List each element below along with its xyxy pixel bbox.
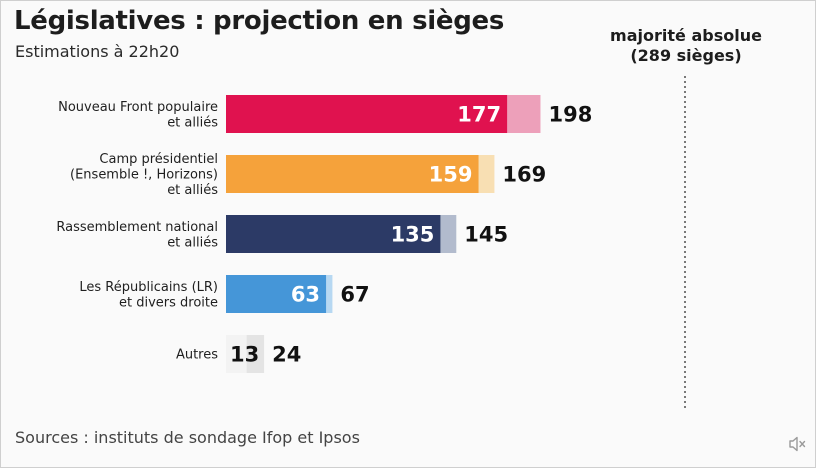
- bar-primary-autres: [226, 335, 247, 373]
- category-label-les-republicains-lr-2: et divers droite: [119, 295, 218, 310]
- value-label-secondary-nouveau-front-populaire: 198: [548, 103, 592, 127]
- value-label-primary-nouveau-front-populaire: 177: [457, 103, 501, 127]
- majority-label: majorité absolue (289 sièges): [586, 26, 786, 66]
- bar-primary-rassemblement-national: [226, 215, 441, 253]
- chart-title: Législatives : projection en sièges: [14, 6, 505, 36]
- value-label-primary-autres: 13: [230, 343, 259, 367]
- category-label-les-republicains-lr-1: Les Républicains (LR): [79, 280, 218, 295]
- value-label-primary-camp-presidentiel: 159: [429, 163, 473, 187]
- muted-speaker-icon[interactable]: [787, 434, 807, 454]
- value-label-secondary-les-republicains-lr: 67: [340, 283, 369, 307]
- value-label-secondary-rassemblement-national: 145: [464, 223, 508, 247]
- source-note: Sources : instituts de sondage Ifop et I…: [15, 428, 360, 447]
- value-label-secondary-autres: 24: [272, 343, 301, 367]
- bar-primary-nouveau-front-populaire: [226, 95, 508, 133]
- value-label-primary-rassemblement-national: 135: [391, 223, 435, 247]
- category-label-camp-presidentiel-1: Camp présidentiel: [99, 152, 218, 167]
- category-label-camp-presidentiel-2: (Ensemble !, Horizons): [70, 168, 218, 183]
- bar-primary-les-republicains-lr: [226, 275, 327, 313]
- value-label-secondary-camp-presidentiel: 169: [502, 163, 546, 187]
- category-label-rassemblement-national-2: et alliés: [167, 235, 218, 250]
- category-label-autres-1: Autres: [176, 348, 218, 363]
- chart-subtitle: Estimations à 22h20: [15, 42, 180, 61]
- majority-label-line2: (289 sièges): [630, 46, 742, 65]
- category-label-camp-presidentiel-3: et alliés: [167, 183, 218, 198]
- category-label-nouveau-front-populaire-2: et alliés: [167, 115, 218, 130]
- category-label-nouveau-front-populaire-1: Nouveau Front populaire: [58, 100, 218, 115]
- category-label-rassemblement-national-1: Rassemblement national: [56, 220, 218, 235]
- majority-label-line1: majorité absolue: [610, 26, 762, 45]
- value-label-primary-les-republicains-lr: 63: [291, 283, 320, 307]
- bar-primary-camp-presidentiel: [226, 155, 479, 193]
